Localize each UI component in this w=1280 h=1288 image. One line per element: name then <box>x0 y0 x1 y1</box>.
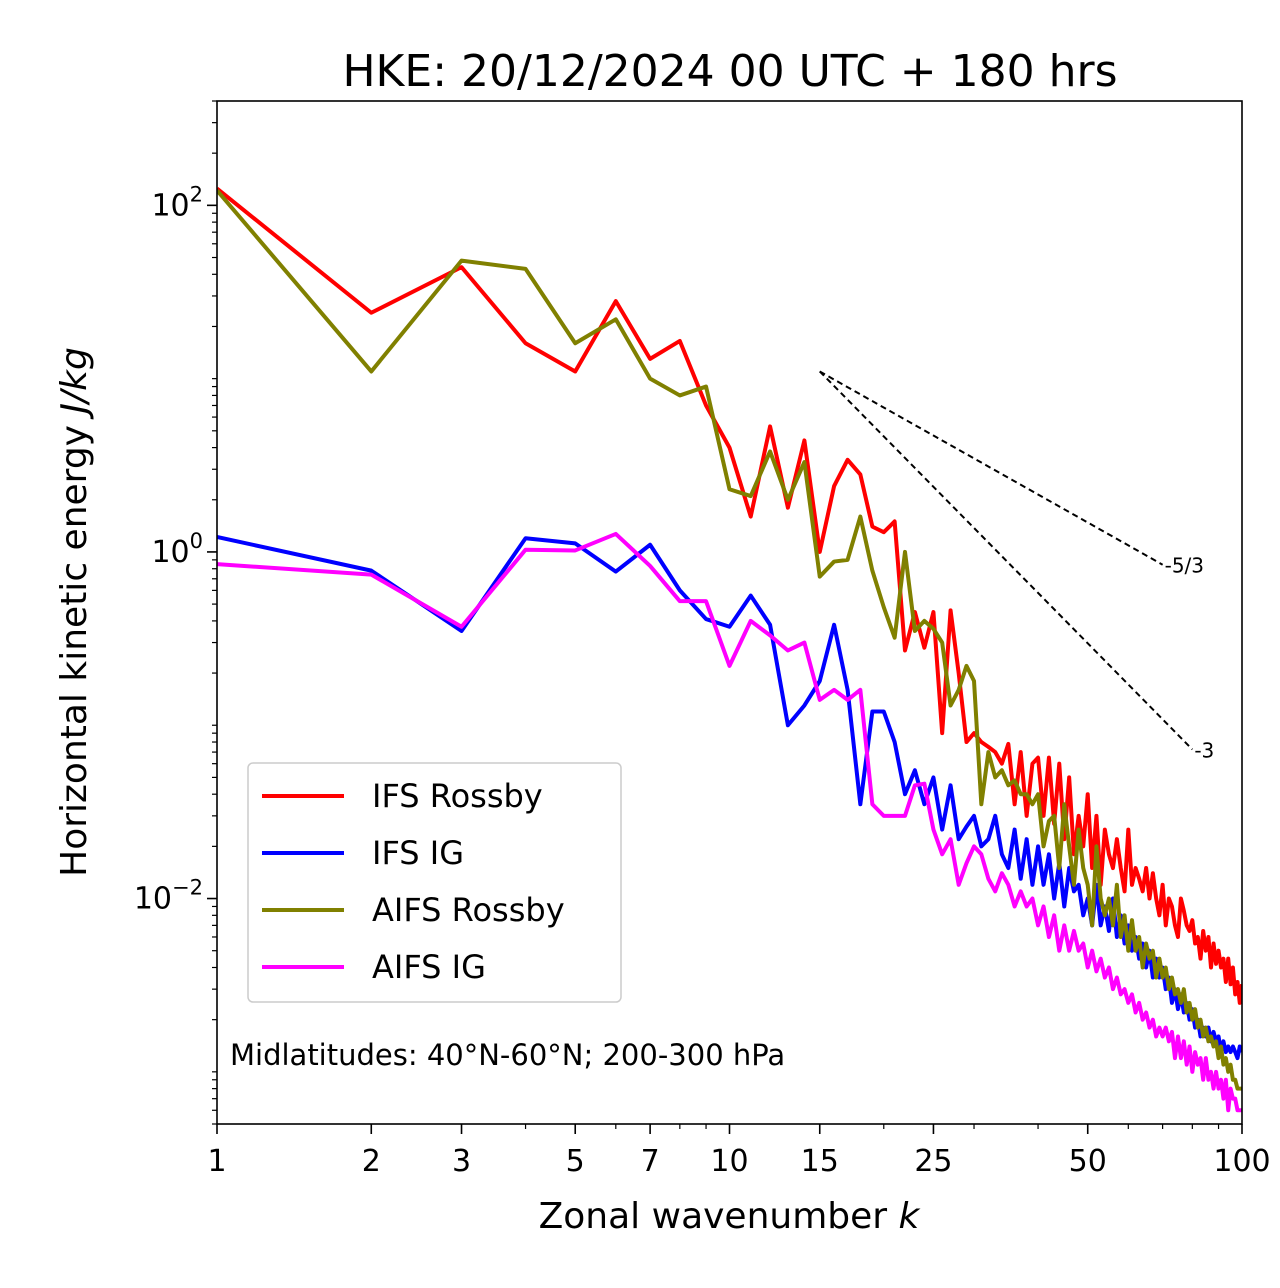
y-tick-label: 10−2 <box>134 876 203 917</box>
series-line-1 <box>217 186 1242 1005</box>
x-tick-label: 5 <box>566 1144 585 1179</box>
x-tick-label: 10 <box>710 1144 748 1179</box>
y-axis-label: Horizontal kinetic energy J/kg <box>54 347 95 877</box>
region-annotation: Midlatitudes: 40°N-60°N; 200-300 hPa <box>230 1038 785 1072</box>
legend-label-4: AIFS IG <box>372 948 486 986</box>
reference-slope-label-1: -5/3 <box>1165 554 1204 578</box>
reference-slope-layer: -5/3 -3 <box>819 370 1214 762</box>
reference-slope-line-1 <box>819 370 1164 566</box>
x-tick-label: 50 <box>1069 1144 1107 1179</box>
x-tick-label: 15 <box>801 1144 839 1179</box>
x-tick-label: 1 <box>207 1144 226 1179</box>
y-tick-label: 102 <box>151 182 203 223</box>
chart-title: HKE: 20/12/2024 00 UTC + 180 hrs <box>342 46 1117 97</box>
x-tick-label: 3 <box>452 1144 471 1179</box>
x-axis-label: Zonal wavenumber k <box>539 1196 922 1237</box>
y-axis-ticks: 10−2 100 102 <box>134 100 217 1125</box>
x-tick-label: 25 <box>914 1144 952 1179</box>
series-line-3 <box>217 189 1242 1091</box>
legend-label-1: IFS Rossby <box>372 777 543 815</box>
legend-box <box>247 762 622 1003</box>
x-axis-ticks: 1 2 3 5 7 10 15 25 50 100 <box>207 1124 1271 1179</box>
y-tick-label: 100 <box>151 529 203 570</box>
x-tick-label: 100 <box>1213 1144 1270 1179</box>
series-line-4 <box>217 531 1242 1113</box>
reference-slope-line-2 <box>819 370 1194 751</box>
legend-label-3: AIFS Rossby <box>372 891 565 929</box>
x-tick-label: 2 <box>362 1144 381 1179</box>
series-layer <box>217 186 1242 1113</box>
reference-slope-label-2: -3 <box>1194 738 1214 762</box>
x-tick-label: 7 <box>641 1144 660 1179</box>
legend-label-2: IFS IG <box>372 834 464 872</box>
legend: IFS Rossby IFS IG AIFS Rossby AIFS IG <box>247 762 622 1003</box>
